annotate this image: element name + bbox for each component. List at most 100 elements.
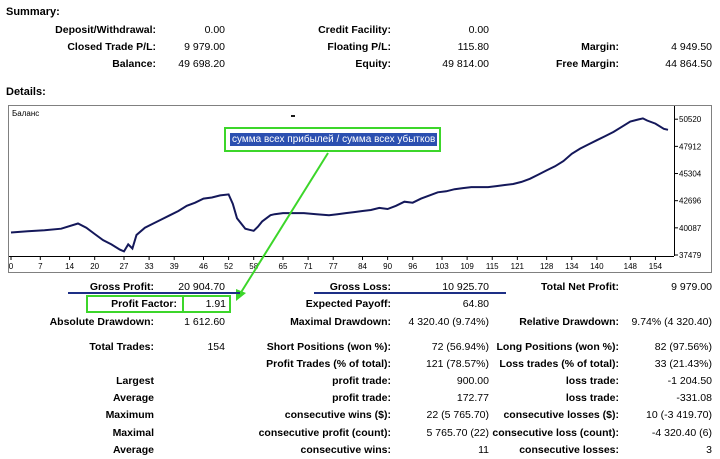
free-margin-value: 44 864.50 <box>665 58 712 70</box>
y-tick-label: 45304 <box>679 170 702 179</box>
total-trades-label: Total Trades: <box>89 341 154 353</box>
summary-title: Summary: <box>6 6 60 18</box>
largest-profit-value: 900.00 <box>456 375 489 387</box>
annotation-text: сумма всех прибылей / сумма всех убытков <box>230 133 438 146</box>
maximal-consecutive-loss-value: -4 320.40 (6) <box>651 427 712 439</box>
profit-factor-label: Profit Factor: <box>111 298 177 310</box>
avg-consecutive-wins-value: 11 <box>478 444 489 456</box>
x-tick-label: 128 <box>540 262 554 271</box>
details-title: Details: <box>6 86 46 98</box>
free-margin-label: Free Margin: <box>555 58 619 70</box>
largest-loss-value: -1 204.50 <box>667 375 712 387</box>
x-tick-label: 71 <box>304 262 313 271</box>
max-consecutive-wins-label: consecutive wins ($): <box>284 409 391 421</box>
profit-trades-label: Profit Trades (% of total): <box>266 358 391 370</box>
gross-profit-label: Gross Profit: <box>89 281 154 293</box>
gross-profit-value: 20 904.70 <box>178 281 225 293</box>
gross-loss-underline <box>314 292 506 294</box>
maximal-drawdown-label: Maximal Drawdown: <box>290 316 391 328</box>
equity-value: 49 814.00 <box>442 58 489 70</box>
x-tick-label: 109 <box>460 262 474 271</box>
credit-label: Credit Facility: <box>318 24 391 36</box>
closed-pl-value: 9 979.00 <box>184 41 225 53</box>
x-tick-label: 154 <box>649 262 663 271</box>
profit-factor-value-box <box>182 295 231 313</box>
x-tick-label: 58 <box>249 262 258 271</box>
gross-loss-label: Gross Loss: <box>329 281 391 293</box>
floating-pl-label: Floating P/L: <box>327 41 391 53</box>
short-positions-value: 72 (56.94%) <box>431 341 489 353</box>
total-net-profit-label: Total Net Profit: <box>541 281 619 293</box>
x-tick-label: 96 <box>408 262 417 271</box>
credit-value: 0.00 <box>468 24 489 36</box>
x-tick-label: 65 <box>279 262 288 271</box>
avg-consecutive-losses-label: consecutive losses: <box>519 444 619 456</box>
x-tick-label: 84 <box>358 262 367 271</box>
x-tick-label: 33 <box>145 262 154 271</box>
absolute-drawdown-label: Absolute Drawdown: <box>49 316 154 328</box>
loss-trades-label: Loss trades (% of total): <box>499 358 619 370</box>
max-consecutive-losses-label: consecutive losses ($): <box>503 409 619 421</box>
max-consecutive-wins-value: 22 (5 765.70) <box>426 409 489 421</box>
long-positions-value: 82 (97.56%) <box>654 341 712 353</box>
gross-loss-value: 10 925.70 <box>442 281 489 293</box>
profit-factor-value: 1.91 <box>205 298 226 310</box>
x-tick-label: 134 <box>565 262 579 271</box>
deposit-value: 0.00 <box>204 24 225 36</box>
average2-label: Average <box>112 444 154 456</box>
largest-profit-label: profit trade: <box>332 375 391 387</box>
x-tick-label: 46 <box>199 262 208 271</box>
x-tick-label: 7 <box>38 262 43 271</box>
profit-trades-value: 121 (78.57%) <box>425 358 489 370</box>
y-tick-label: 40087 <box>679 224 702 233</box>
largest-loss-label: loss trade: <box>565 375 619 387</box>
x-tick-label: 121 <box>511 262 525 271</box>
largest-label: Largest <box>116 375 154 387</box>
relative-drawdown-value: 9.74% (4 320.40) <box>631 316 712 328</box>
absolute-drawdown-value: 1 612.60 <box>184 316 225 328</box>
x-tick-label: 115 <box>486 262 499 271</box>
x-tick-label: 27 <box>120 262 129 271</box>
expected-payoff-value: 64.80 <box>462 298 489 310</box>
margin-value: 4 949.50 <box>671 41 712 53</box>
expected-payoff-label: Expected Payoff: <box>305 298 391 310</box>
maximal-drawdown-value: 4 320.40 (9.74%) <box>408 316 489 328</box>
average-loss-label: loss trade: <box>565 392 619 404</box>
balance-label: Balance: <box>112 58 156 70</box>
average-profit-label: profit trade: <box>332 392 391 404</box>
x-tick-label: 52 <box>224 262 233 271</box>
x-tick-label: 90 <box>383 262 392 271</box>
x-tick-label: 39 <box>170 262 179 271</box>
short-positions-label: Short Positions (won %): <box>266 341 391 353</box>
chart-series-label: Баланс <box>12 109 39 118</box>
x-tick-label: 140 <box>590 262 604 271</box>
max-consecutive-losses-value: 10 (-3 419.70) <box>646 409 712 421</box>
maximal-consecutive-loss-label: consecutive loss (count): <box>492 427 619 439</box>
maximal-consecutive-profit-label: consecutive profit (count): <box>258 427 391 439</box>
maximal-label: Maximal <box>112 427 154 439</box>
long-positions-label: Long Positions (won %): <box>496 341 619 353</box>
closed-pl-label: Closed Trade P/L: <box>67 41 156 53</box>
y-tick-label: 47912 <box>679 142 702 151</box>
gross-profit-underline <box>68 292 240 294</box>
chart-marker <box>291 115 295 117</box>
equity-label: Equity: <box>355 58 391 70</box>
balance-value: 49 698.20 <box>178 58 225 70</box>
total-net-profit-value: 9 979.00 <box>671 281 712 293</box>
margin-label: Margin: <box>581 41 619 53</box>
avg-consecutive-wins-label: consecutive wins: <box>300 444 391 456</box>
floating-pl-value: 115.80 <box>457 41 489 53</box>
balance-series-line <box>10 117 669 253</box>
y-tick-label: 50520 <box>679 115 702 124</box>
average-label: Average <box>112 392 154 404</box>
relative-drawdown-label: Relative Drawdown: <box>519 316 619 328</box>
maximal-consecutive-profit-value: 5 765.70 (22) <box>426 427 489 439</box>
x-tick-label: 77 <box>329 262 338 271</box>
annotation-box: сумма всех прибылей / сумма всех убытков <box>224 127 441 152</box>
average-loss-value: -331.08 <box>676 392 712 404</box>
deposit-label: Deposit/Withdrawal: <box>55 24 156 36</box>
average-profit-value: 172.77 <box>456 392 489 404</box>
x-tick-label: 14 <box>65 262 74 271</box>
y-tick-label: 37479 <box>679 251 702 260</box>
